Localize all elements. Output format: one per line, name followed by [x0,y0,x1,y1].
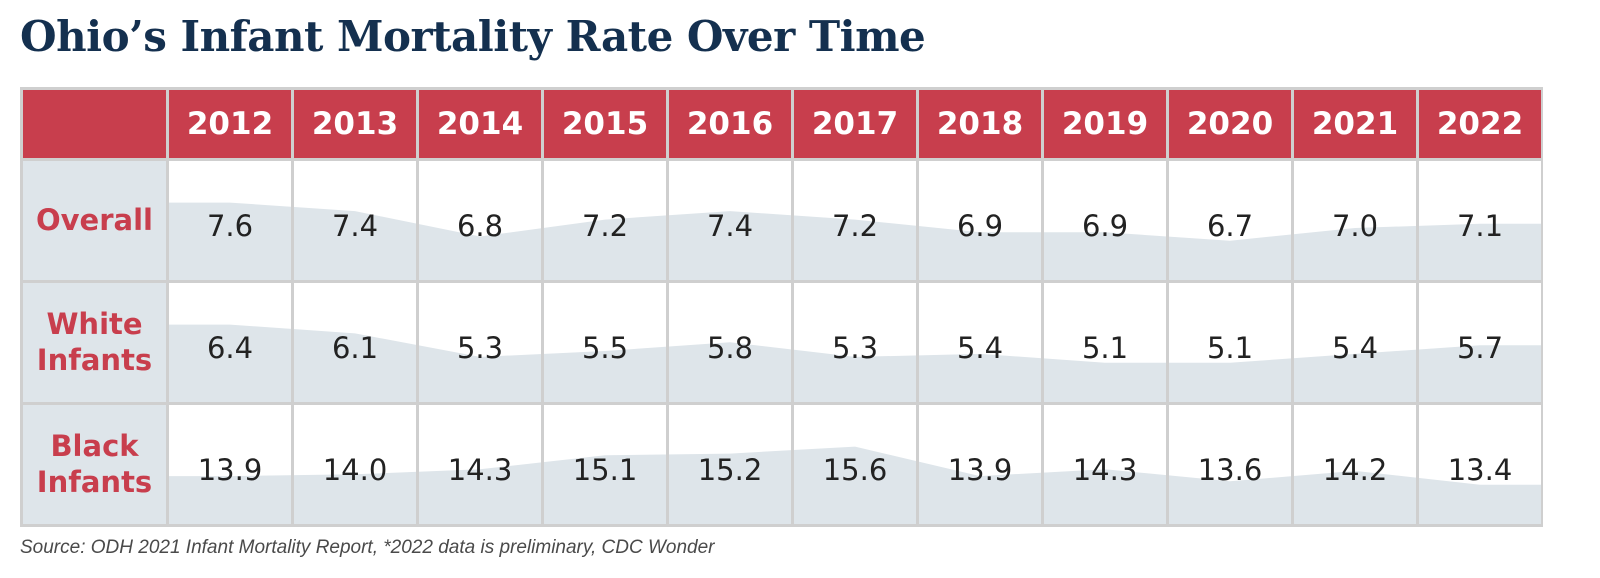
row-label-line: Black [50,429,139,464]
grid-line [666,405,669,524]
value-cell: 13.6 [1197,453,1263,488]
value-cell: 14.0 [322,453,388,488]
value-cell: 6.9 [956,209,1004,244]
row-label-line: Infants [36,342,153,377]
grid-line [291,283,294,402]
grid-line [1416,405,1419,524]
year-header-2018: 2018 [919,90,1041,158]
grid-line [1291,161,1294,280]
grid-line [291,161,294,280]
grid-line [916,161,919,280]
grid-line [1291,405,1294,524]
trend-area [169,324,1541,402]
value-cell: 13.4 [1447,453,1513,488]
year-header-2015: 2015 [544,90,666,158]
value-cell: 15.1 [572,453,638,488]
value-cell: 13.9 [197,453,263,488]
row-label-white-infants: White Infants [23,283,166,402]
grid-line [541,283,544,402]
trend-area [169,202,1541,280]
grid-line [416,405,419,524]
data-row [169,161,1541,280]
value-cell: 5.4 [1331,331,1379,366]
value-cell: 5.7 [1456,331,1504,366]
grid-line [1416,161,1419,280]
mortality-table: 2012 2013 2014 2015 2016 2017 2018 2019 2020 2021… [20,87,1543,527]
year-header-2020: 2020 [1169,90,1291,158]
value-cell: 5.5 [581,331,629,366]
value-cell: 14.3 [1072,453,1138,488]
year-header-2019: 2019 [1044,90,1166,158]
value-cell: 7.6 [206,209,254,244]
year-header-2014: 2014 [419,90,541,158]
year-header-2022: 2022 [1419,90,1541,158]
grid-line [1041,405,1044,524]
row-label-line: Overall [36,202,153,237]
row-label-line: Infants [36,464,153,499]
value-cell: 7.1 [1456,209,1504,244]
value-cell: 5.1 [1081,331,1129,366]
grid-line [791,161,794,280]
value-cell: 15.2 [697,453,763,488]
value-cell: 6.1 [331,331,379,366]
grid-line [541,405,544,524]
year-header-2013: 2013 [294,90,416,158]
value-cell: 6.8 [456,209,504,244]
value-cell: 7.4 [331,209,379,244]
value-cell: 7.2 [581,209,629,244]
value-cell: 7.4 [706,209,754,244]
grid-line [1166,161,1169,280]
grid-line [666,161,669,280]
value-cell: 15.6 [822,453,888,488]
grid-line [1041,283,1044,402]
year-header-2017: 2017 [794,90,916,158]
value-cell: 5.3 [831,331,879,366]
grid-line [666,283,669,402]
grid-line [416,283,419,402]
value-cell: 14.2 [1322,453,1388,488]
trend-area-chart [169,446,1541,524]
chart-title: Ohio’s Infant Mortality Rate Over Time [20,12,926,61]
value-cell: 7.0 [1331,209,1379,244]
value-cell: 5.8 [706,331,754,366]
data-row [169,283,1541,402]
grid-line [1166,405,1169,524]
value-cell: 6.4 [206,331,254,366]
trend-area-chart [169,324,1541,402]
value-cell: 7.2 [831,209,879,244]
grid-line [1291,283,1294,402]
header-corner [23,90,166,158]
grid-line [416,161,419,280]
value-cell: 6.9 [1081,209,1129,244]
grid-line [541,161,544,280]
year-header-2021: 2021 [1294,90,1416,158]
value-cell: 5.3 [456,331,504,366]
value-cell: 6.7 [1206,209,1254,244]
grid-line [916,405,919,524]
year-header-2012: 2012 [169,90,291,158]
value-cell: 5.4 [956,331,1004,366]
grid-line [291,405,294,524]
source-note: Source: ODH 2021 Infant Mortality Report… [20,537,715,558]
year-header-2016: 2016 [669,90,791,158]
value-cell: 5.1 [1206,331,1254,366]
row-label-line: White [46,307,143,342]
grid-line [1166,283,1169,402]
grid-line [1416,283,1419,402]
grid-line [1041,161,1044,280]
data-row [169,405,1541,524]
row-label-black-infants: Black Infants [23,405,166,524]
value-cell: 13.9 [947,453,1013,488]
grid-line [791,405,794,524]
value-cell: 14.3 [447,453,513,488]
grid-line [916,283,919,402]
grid-line [791,283,794,402]
row-label-overall: Overall [23,161,166,280]
trend-area [169,446,1541,524]
trend-area-chart [169,202,1541,280]
